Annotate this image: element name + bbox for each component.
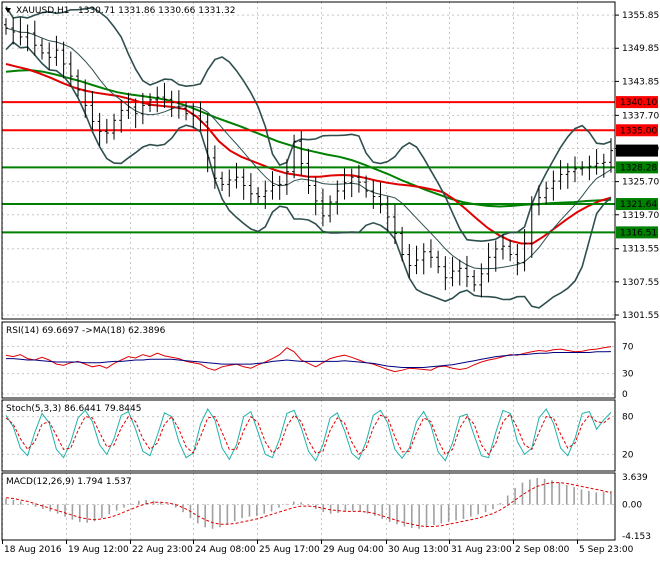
y-axis-label: 1319.70	[622, 211, 659, 221]
rsi-axis-label: 70	[622, 342, 634, 352]
rsi-label: RSI(14) 69.6697 ->MA(18) 62.3896	[6, 326, 166, 336]
panel-frame	[1, 321, 616, 399]
macd-label: MACD(12,26,9) 1.794 1.537	[6, 477, 132, 487]
x-axis-label: 18 Aug 2016	[4, 545, 62, 555]
y-axis-label: 1337.70	[622, 111, 659, 121]
x-axis-label: 24 Aug 08:00	[195, 545, 256, 555]
x-axis-label: 31 Aug 23:00	[451, 545, 512, 555]
x-axis-label: 19 Aug 12:00	[68, 545, 129, 555]
level-label-box	[616, 161, 658, 174]
stoch-label: Stoch(5,3,3) 86.6441 79.8445	[6, 404, 141, 414]
macd-signal-line	[5, 482, 612, 527]
rsi-line	[5, 346, 612, 373]
ohlc-label: 1330.71 1331.86 1330.66 1331.32	[78, 6, 235, 16]
level-label: 1335.00	[620, 126, 657, 136]
x-axis-label: 25 Aug 17:00	[259, 545, 320, 555]
bollinger-lower-line	[5, 41, 612, 309]
current-price-box	[616, 144, 658, 157]
level-label-box	[616, 124, 658, 137]
panels: 18 Aug 2016 19 Aug 12:00 22 Aug 23:00 24 Au…	[1, 1, 659, 555]
symbol-label: XAUUSD,H1	[16, 6, 70, 16]
y-axis-label: 1325.70	[622, 178, 659, 188]
stoch-axis-label: 20	[622, 450, 634, 460]
panel-frame	[1, 399, 616, 472]
macd-axis-label: -4.153	[622, 532, 651, 542]
x-axis-label: 30 Aug 13:00	[388, 545, 449, 555]
level-label: 1316.51	[620, 228, 657, 238]
x-axis-label: 2 Sep 08:00	[515, 545, 570, 555]
macd-axis-label: 0.00	[622, 501, 642, 511]
y-axis-label: 1349.85	[622, 44, 659, 54]
level-label-box	[616, 226, 658, 239]
bollinger-upper-line	[5, 6, 612, 243]
level-label: 1328.28	[620, 163, 657, 173]
level-label: 1340.10	[620, 98, 657, 108]
panel-frame	[1, 472, 616, 541]
y-axis-label: 1313.55	[622, 245, 659, 255]
macd-axis-label: 3.639	[622, 473, 648, 483]
y-axis-label: 1355.85	[622, 11, 659, 21]
rsi-axis-label: 30	[622, 370, 634, 380]
rsi-ma-line	[6, 351, 612, 368]
y-axis-label: 1343.85	[622, 77, 659, 87]
level-label: 1321.64	[620, 200, 657, 210]
level-label-box	[616, 198, 658, 211]
stoch-main-line	[5, 407, 612, 462]
panel-frame	[1, 1, 616, 320]
x-axis-label: 22 Aug 23:00	[132, 545, 193, 555]
y-axis-label: 1301.55	[622, 311, 659, 321]
collapse-triangle-icon[interactable]	[5, 8, 11, 13]
x-axis-label: 29 Aug 04:00	[323, 545, 384, 555]
stoch-axis-label: 80	[622, 413, 634, 423]
current-price-label: 1331.32	[620, 147, 657, 157]
x-axis-label: 5 Sep 23:00	[579, 545, 634, 555]
rsi-axis-label: 0	[622, 390, 628, 400]
level-label-box	[616, 96, 658, 109]
y-axis-label: 1307.55	[622, 278, 659, 288]
